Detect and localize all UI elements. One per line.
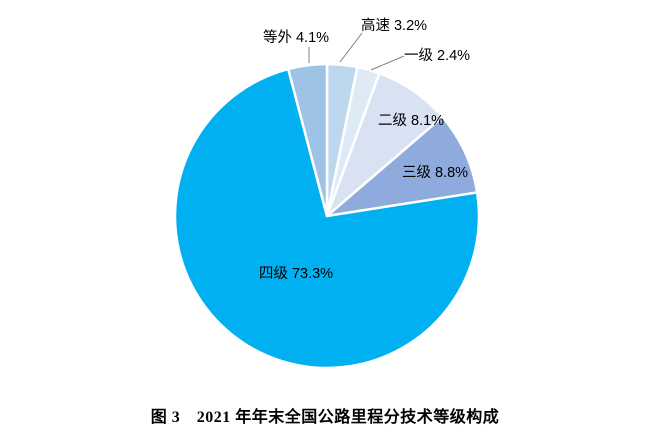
- slice-label-三级: 三级 8.8%: [402, 164, 468, 181]
- leader-line-一级: [370, 55, 405, 71]
- slice-label-等外: 等外 4.1%: [263, 28, 329, 46]
- leader-line-高速: [339, 32, 363, 63]
- pie-slice-等外: [286, 62, 329, 218]
- figure-caption: 图 3 2021 年年末全国公路里程分技术等级构成: [150, 409, 500, 426]
- slice-label-一级: 一级 2.4%: [404, 47, 470, 64]
- pie-chart: 高速 3.2% 一级 2.4% 二级 8.1% 三级 8.8% 四级 73.3% 等外 4…: [173, 17, 481, 370]
- pie-slice-四级: [173, 67, 481, 370]
- slice-label-四级: 四级 73.3%: [259, 265, 333, 282]
- slice-label-二级: 二级 8.1%: [378, 112, 444, 129]
- slice-label-高速: 高速 3.2%: [361, 17, 427, 34]
- pie-slice-三级: [325, 115, 479, 218]
